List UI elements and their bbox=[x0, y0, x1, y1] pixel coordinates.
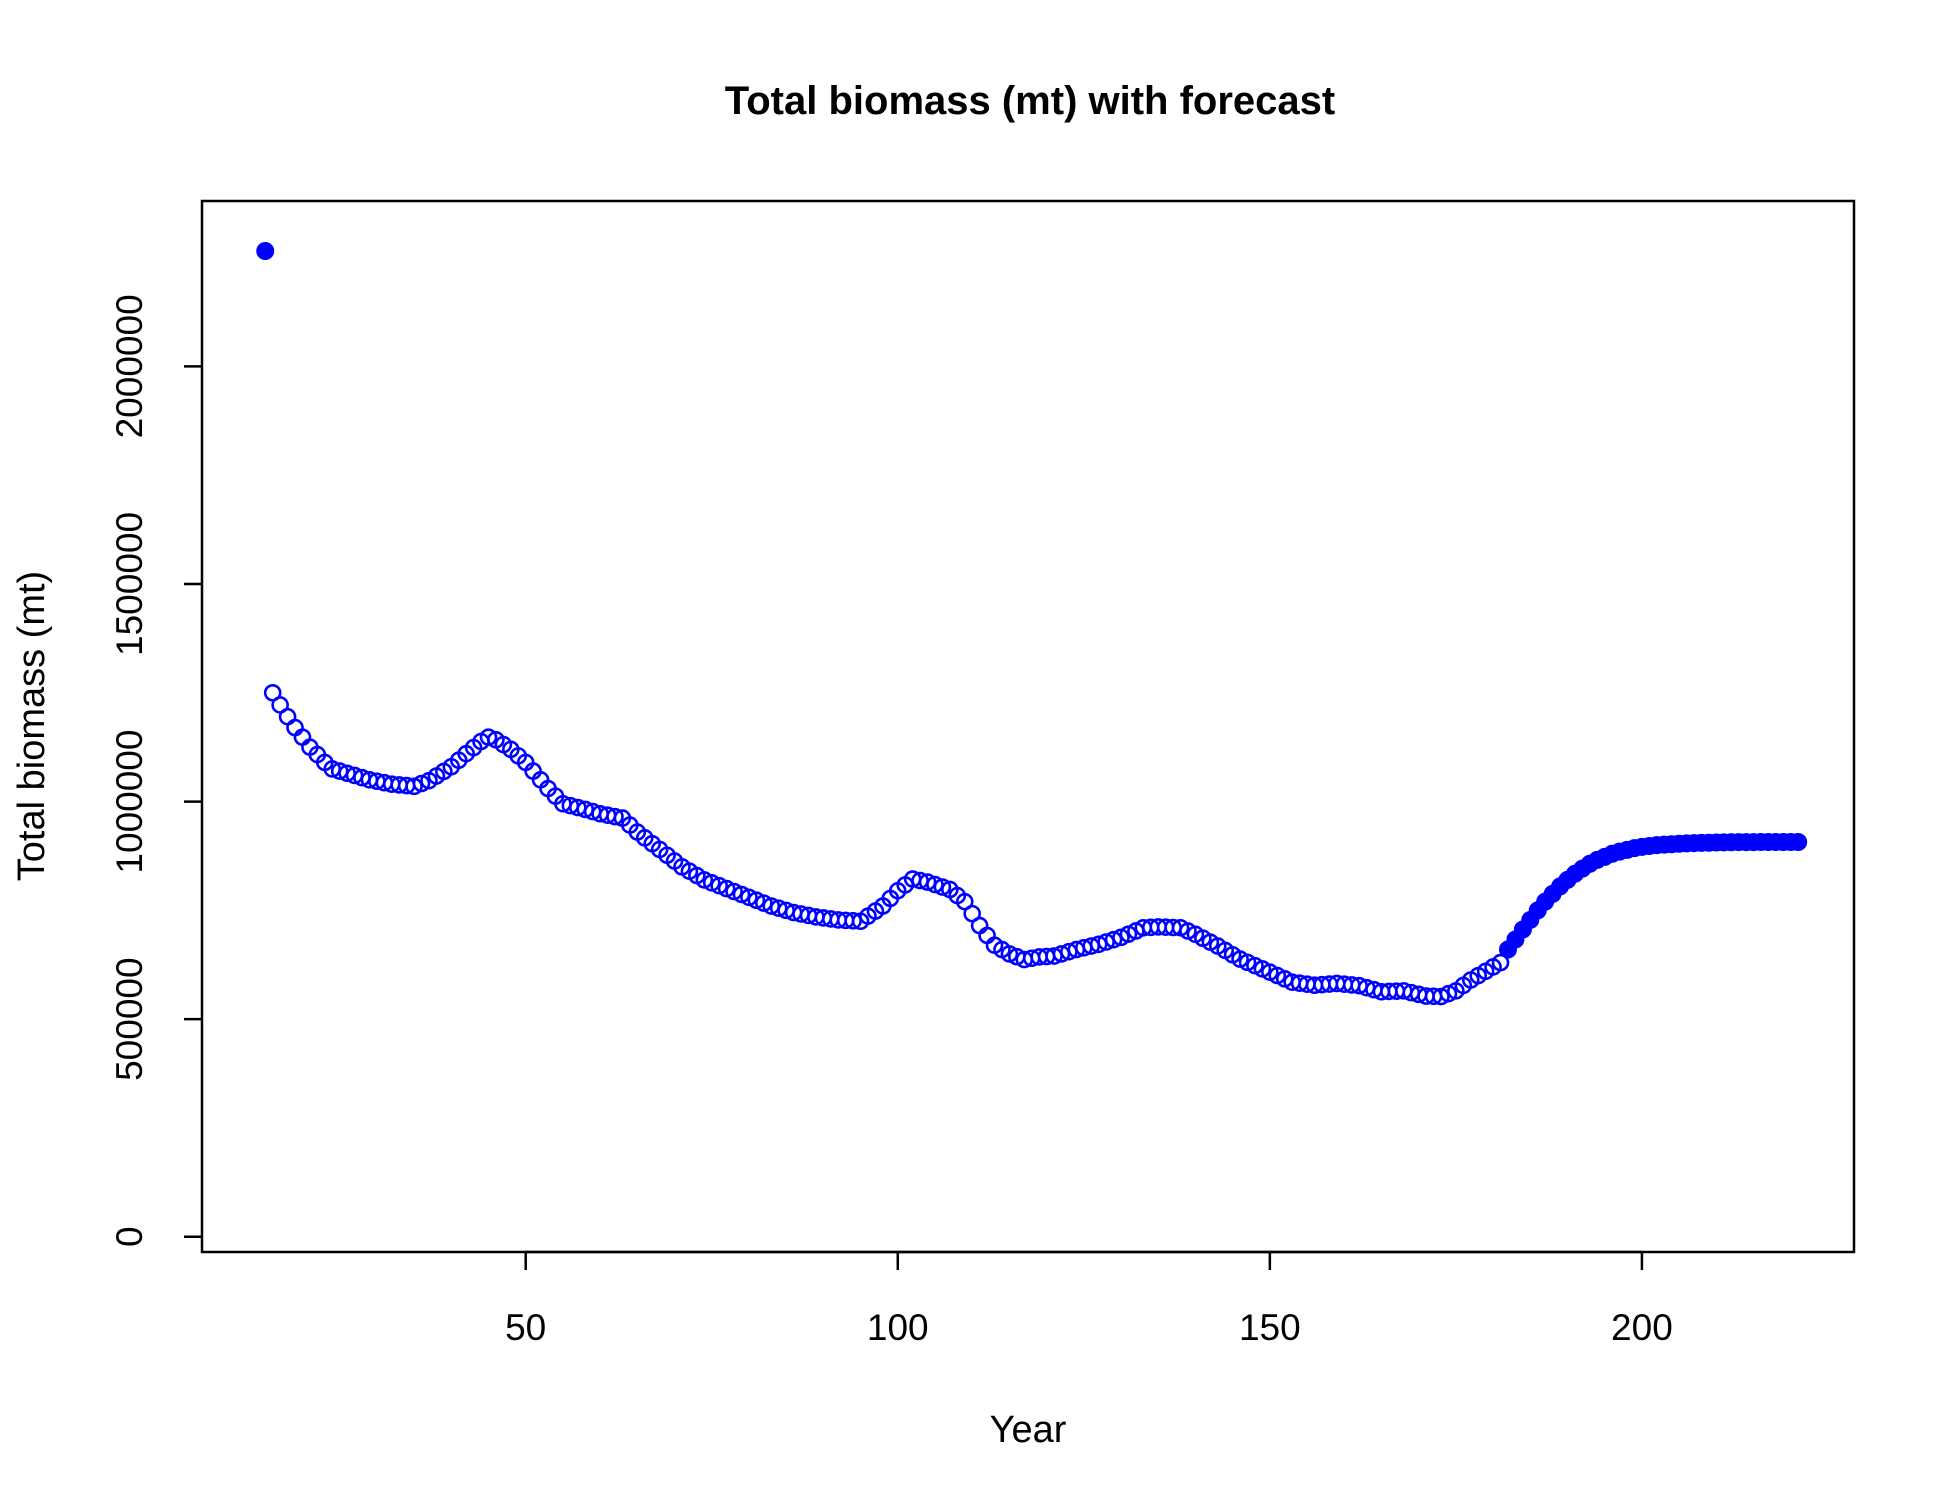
y-tick-label: 0 bbox=[109, 1226, 150, 1247]
x-tick-label: 100 bbox=[867, 1307, 929, 1348]
data-point-filled bbox=[256, 242, 275, 261]
x-tick-label: 50 bbox=[505, 1307, 546, 1348]
x-axis: 50 100 150 200 bbox=[505, 1250, 1673, 1348]
y-tick-label: 500000 bbox=[109, 957, 150, 1080]
data-point-open bbox=[918, 873, 937, 891]
chart-title: Total biomass (mt) with forecast bbox=[725, 79, 1335, 123]
x-axis-label: Year bbox=[990, 1409, 1067, 1451]
x-tick-label: 200 bbox=[1611, 1307, 1673, 1348]
data-point-open bbox=[263, 683, 282, 702]
y-axis-label: Total biomass (mt) bbox=[11, 571, 53, 881]
data-point-open bbox=[933, 878, 952, 896]
data-point-open bbox=[1104, 930, 1123, 949]
data-point-open bbox=[479, 728, 498, 746]
y-tick-label: 2000000 bbox=[109, 294, 150, 438]
data-point-filled bbox=[1789, 833, 1808, 852]
data-point-open bbox=[1491, 953, 1510, 972]
data-point-open bbox=[606, 807, 624, 826]
data-points bbox=[256, 242, 1808, 1006]
x-tick-label: 150 bbox=[1239, 1307, 1301, 1348]
y-axis: 0 500000 1000000 1500000 2000000 bbox=[109, 294, 202, 1247]
y-tick-label: 1500000 bbox=[109, 512, 150, 656]
plot-frame bbox=[200, 199, 1856, 1254]
data-point-open bbox=[278, 707, 297, 726]
data-point-open bbox=[926, 875, 944, 894]
y-tick-label: 1000000 bbox=[109, 730, 150, 874]
